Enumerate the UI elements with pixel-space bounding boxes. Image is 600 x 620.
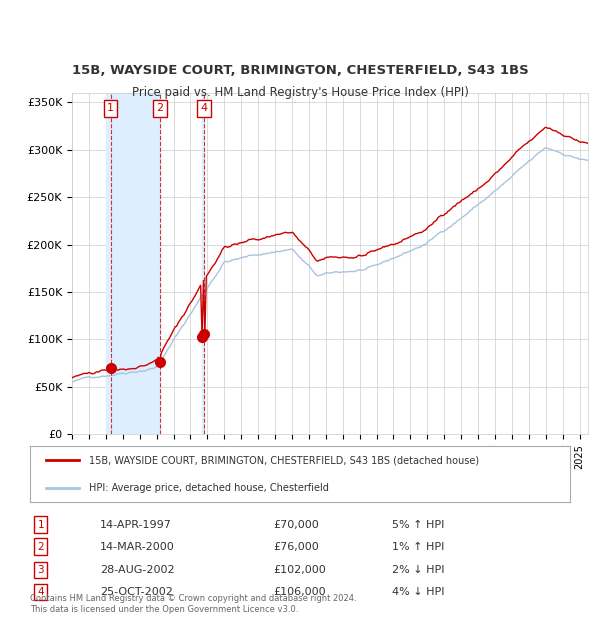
Text: 4% ↓ HPI: 4% ↓ HPI bbox=[392, 587, 444, 597]
Text: 3: 3 bbox=[37, 565, 44, 575]
Bar bbox=[202, 93, 204, 434]
Text: £102,000: £102,000 bbox=[273, 565, 326, 575]
Text: 28-AUG-2002: 28-AUG-2002 bbox=[100, 565, 175, 575]
Text: HPI: Average price, detached house, Chesterfield: HPI: Average price, detached house, Ches… bbox=[89, 483, 329, 494]
Text: 14-MAR-2000: 14-MAR-2000 bbox=[100, 542, 175, 552]
Text: 2: 2 bbox=[157, 103, 164, 113]
Text: Contains HM Land Registry data © Crown copyright and database right 2024.
This d: Contains HM Land Registry data © Crown c… bbox=[30, 595, 356, 614]
Bar bbox=[106, 93, 160, 434]
Text: 14-APR-1997: 14-APR-1997 bbox=[100, 520, 172, 529]
Text: 2% ↓ HPI: 2% ↓ HPI bbox=[392, 565, 444, 575]
Text: £70,000: £70,000 bbox=[273, 520, 319, 529]
Text: 25-OCT-2002: 25-OCT-2002 bbox=[100, 587, 173, 597]
Text: Price paid vs. HM Land Registry's House Price Index (HPI): Price paid vs. HM Land Registry's House … bbox=[131, 86, 469, 99]
Text: £76,000: £76,000 bbox=[273, 542, 319, 552]
Text: 1% ↑ HPI: 1% ↑ HPI bbox=[392, 542, 444, 552]
Text: 1: 1 bbox=[107, 103, 114, 113]
Text: 2: 2 bbox=[37, 542, 44, 552]
Text: 4: 4 bbox=[37, 587, 44, 597]
Text: £106,000: £106,000 bbox=[273, 587, 326, 597]
Text: 5% ↑ HPI: 5% ↑ HPI bbox=[392, 520, 444, 529]
Text: 15B, WAYSIDE COURT, BRIMINGTON, CHESTERFIELD, S43 1BS (detached house): 15B, WAYSIDE COURT, BRIMINGTON, CHESTERF… bbox=[89, 455, 479, 466]
Text: 4: 4 bbox=[201, 103, 208, 113]
Text: 1: 1 bbox=[37, 520, 44, 529]
Text: 15B, WAYSIDE COURT, BRIMINGTON, CHESTERFIELD, S43 1BS: 15B, WAYSIDE COURT, BRIMINGTON, CHESTERF… bbox=[71, 64, 529, 78]
